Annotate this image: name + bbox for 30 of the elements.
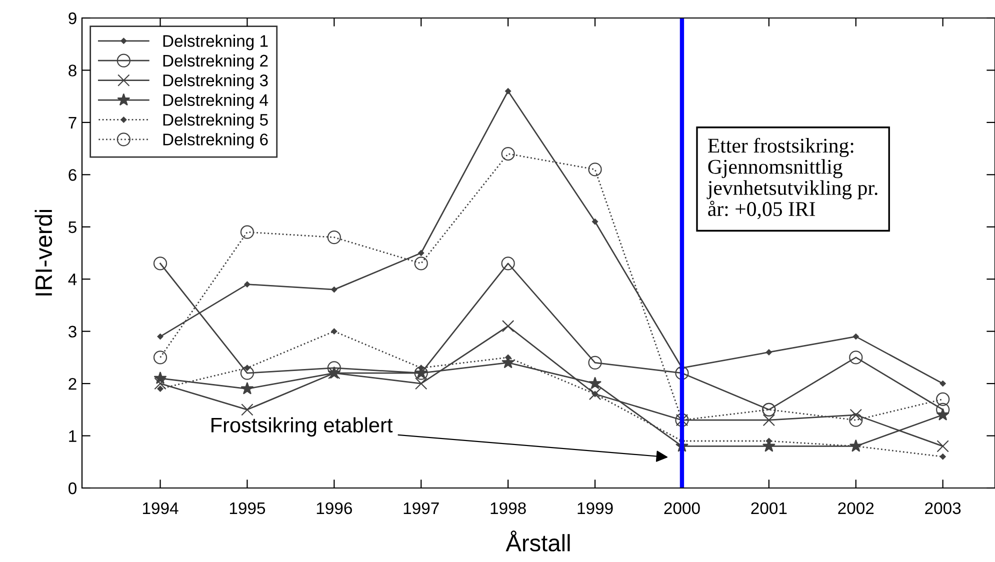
x-tick-label: 1999 bbox=[578, 502, 613, 514]
y-tick-label: 2 bbox=[68, 378, 76, 390]
y-tick-label: 8 bbox=[68, 64, 76, 76]
y-tick-label: 3 bbox=[68, 326, 76, 338]
legend-label: Delstrekning 3 bbox=[163, 74, 268, 90]
x-tick-label: 1994 bbox=[142, 502, 178, 514]
y-tick-label: 9 bbox=[68, 12, 76, 24]
y-tick-label: 1 bbox=[69, 430, 76, 442]
y-tick-label: 4 bbox=[68, 274, 77, 286]
y-tick-label: 6 bbox=[68, 169, 76, 181]
x-axis-title: Årstall bbox=[506, 530, 570, 552]
annotation: Etter frostsikring: Gjennomsnittlig jevnhetsutvikling pr. år: +0,05 IRI bbox=[706, 138, 878, 220]
legend-label: Delstrekning 2 bbox=[163, 54, 268, 70]
y-tick-label: 7 bbox=[68, 117, 76, 128]
y-axis-title: IRI-verdi bbox=[34, 210, 52, 296]
x-tick-label: 2001 bbox=[751, 502, 787, 514]
legend-label: Delstrekning 4 bbox=[163, 94, 268, 110]
legend-label: Delstrekning 1 bbox=[163, 34, 268, 50]
x-tick-label: 1995 bbox=[230, 502, 266, 514]
y-tick-label: 5 bbox=[68, 221, 76, 234]
x-tick-label: 1996 bbox=[316, 502, 352, 514]
x-tick-label: 2000 bbox=[664, 502, 700, 514]
x-tick-label: 1997 bbox=[404, 502, 439, 514]
x-tick-label: 2002 bbox=[838, 502, 874, 514]
legend-label: Delstrekning 5 bbox=[163, 113, 268, 130]
x-tick-label: 2003 bbox=[925, 502, 961, 514]
annotation: Frostsikring etablert bbox=[212, 417, 393, 437]
legend-label: Delstrekning 6 bbox=[163, 133, 268, 149]
y-tick-label: 0 bbox=[68, 482, 76, 494]
x-tick-label: 1998 bbox=[490, 502, 526, 514]
